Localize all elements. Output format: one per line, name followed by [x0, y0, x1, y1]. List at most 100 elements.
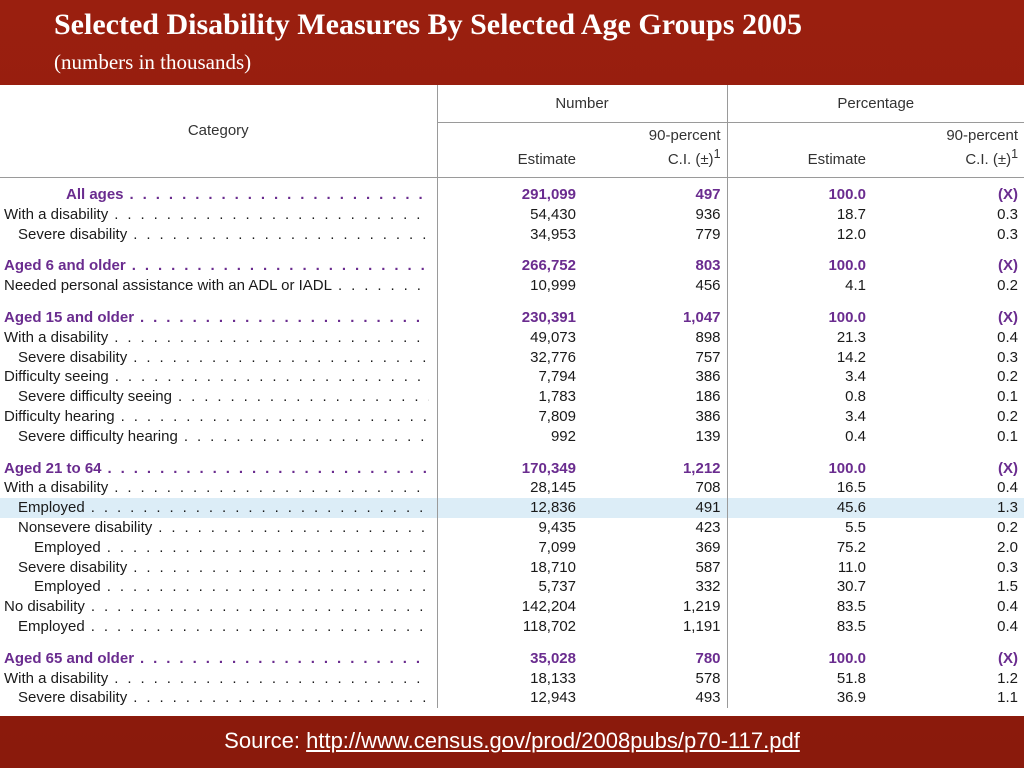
category-cell-inner: Employed — [0, 577, 429, 597]
category-cell-inner: Employed — [0, 617, 429, 637]
row-spacer — [0, 244, 1024, 257]
category-cell: Difficulty seeing — [0, 367, 438, 388]
percentage-ci-cell: 0.2 — [997, 368, 1019, 386]
data-table-panel: Category Number Percentage Estimate 90-p… — [0, 85, 1024, 716]
row-spacer — [0, 295, 1024, 308]
number-ci-cell: 491 — [582, 498, 728, 518]
category-cell-inner: Severe difficulty seeing — [0, 387, 429, 407]
table-row: No disability 142,204 1,219 83.5 0.4 — [0, 597, 1024, 617]
percentage-estimate-cell: 11.0 — [837, 558, 867, 576]
category-cell: Severe disability — [0, 688, 438, 709]
percentage-estimate-cell: 21.3 — [836, 328, 867, 346]
source-link[interactable]: http://www.census.gov/prod/2008pubs/p70-… — [306, 728, 800, 753]
category-label: Aged 6 and older — [4, 257, 126, 275]
table-row: Needed personal assistance with an ADL o… — [0, 276, 1024, 296]
number-estimate-cell: 32,776 — [530, 348, 576, 366]
number-estimate-header: Estimate — [437, 122, 582, 178]
percentage-ci-cell: 1.3 — [872, 498, 1024, 518]
table-row: With a disability 28,145 708 16.5 0.4 — [0, 478, 1024, 499]
percentage-estimate-cell: 45.6 — [727, 498, 873, 518]
number-ci-cell: 757 — [582, 347, 728, 368]
number-estimate-cell: 28,145 — [530, 479, 576, 497]
percentage-group-header: Percentage — [727, 85, 1024, 123]
dot-leader — [178, 387, 429, 407]
number-ci-cell: 779 — [582, 224, 728, 245]
percentage-estimate-cell: 36.9 — [836, 689, 867, 707]
category-cell-inner: Severe disability — [0, 225, 429, 245]
category-cell: Severe difficulty hearing — [0, 426, 438, 447]
category-cell: Nonsevere disability — [0, 517, 438, 538]
category-cell: Aged 21 to 64 — [0, 458, 438, 479]
row-spacer — [0, 177, 1024, 185]
percentage-estimate-cell: 30.7 — [836, 578, 867, 596]
category-label: Severe difficulty seeing — [18, 388, 172, 406]
category-cell-inner: Severe disability — [0, 558, 429, 578]
dot-leader — [91, 597, 429, 617]
percentage-estimate-cell: 75.2 — [836, 538, 867, 556]
table-row: With a disability 54,430 936 18.7 0.3 — [0, 204, 1024, 225]
category-cell-inner: Aged 15 and older — [0, 308, 429, 328]
source-prefix: Source: — [224, 728, 307, 753]
table-row: Employed 118,702 1,191 83.5 0.4 — [0, 616, 1024, 637]
category-cell-inner: Severe difficulty hearing — [0, 427, 429, 447]
category-label: Employed — [34, 538, 101, 556]
percentage-ci-cell: 0.1 — [997, 427, 1019, 445]
spacer-cell — [872, 447, 1024, 459]
percentage-ci-cell: (X) — [998, 186, 1019, 203]
spacer-cell — [872, 244, 1024, 256]
percentage-ci-cell: 0.2 — [997, 518, 1019, 536]
category-cell-inner: No disability — [0, 597, 429, 617]
percentage-estimate-cell: 83.5 — [836, 617, 867, 635]
category-cell-inner: Nonsevere disability — [0, 518, 429, 538]
category-cell: No disability — [0, 597, 438, 617]
number-ci-cell: 803 — [582, 256, 728, 277]
number-ci-cell: 332 — [582, 577, 728, 598]
source-line: Source: http://www.census.gov/prod/2008p… — [0, 728, 1024, 754]
number-estimate-cell: 18,710 — [530, 558, 576, 576]
number-group-header: Number — [437, 85, 728, 123]
percentage-ci-cell: 0.3 — [997, 558, 1019, 576]
dot-leader — [107, 577, 429, 597]
category-cell-inner: Severe disability — [0, 348, 429, 368]
percentage-estimate-cell: 4.1 — [845, 277, 867, 295]
table-row: Severe disability 18,710 587 11.0 0.3 — [0, 557, 1024, 578]
number-estimate-cell: 10,999 — [530, 277, 576, 295]
category-column-header: Category — [0, 85, 438, 178]
category-label: With a disability — [4, 205, 109, 223]
category-cell-inner: With a disability — [0, 478, 429, 498]
percentage-estimate-cell: 5.5 — [845, 518, 867, 536]
dot-leader — [132, 256, 429, 276]
percentage-estimate-cell: 83.5 — [836, 598, 867, 616]
category-cell-inner: With a disability — [0, 669, 429, 689]
percentage-estimate-cell: 100.0 — [828, 257, 867, 275]
dot-leader — [121, 407, 429, 427]
category-cell: With a disability — [0, 204, 438, 225]
spacer-cell — [0, 244, 438, 257]
slide-subtitle: (numbers in thousands) — [54, 50, 252, 74]
category-cell: Difficulty hearing — [0, 406, 438, 427]
number-estimate-cell: 12,836 — [437, 498, 582, 518]
dot-leader — [114, 328, 428, 348]
number-ci-cell: 386 — [582, 367, 728, 388]
category-cell: Employed — [0, 537, 438, 558]
dot-leader — [133, 348, 428, 368]
number-ci-cell: 386 — [582, 406, 728, 427]
number-estimate-cell: 7,809 — [538, 407, 576, 425]
category-label: With a disability — [4, 328, 109, 346]
number-estimate-cell: 18,133 — [530, 669, 576, 687]
spacer-cell — [582, 295, 728, 308]
number-ci-cell: 423 — [582, 517, 728, 538]
percentage-estimate-cell: 16.5 — [836, 479, 867, 497]
table-row: Difficulty seeing 7,794 386 3.4 0.2 — [0, 367, 1024, 388]
percentage-ci-cell: 1.1 — [997, 689, 1019, 707]
spacer-cell — [437, 177, 582, 185]
spacer-cell — [582, 244, 728, 257]
percentage-estimate-cell: 0.4 — [845, 427, 867, 445]
table-row: Aged 21 to 64 170,349 1,212 100.0 (X) — [0, 458, 1024, 479]
category-label: Severe disability — [18, 225, 128, 243]
category-label: Severe disability — [18, 689, 128, 707]
number-ci-cell: 1,212 — [582, 458, 728, 479]
number-estimate-cell: 142,204 — [521, 598, 576, 616]
percentage-estimate-cell: 100.0 — [828, 186, 867, 203]
